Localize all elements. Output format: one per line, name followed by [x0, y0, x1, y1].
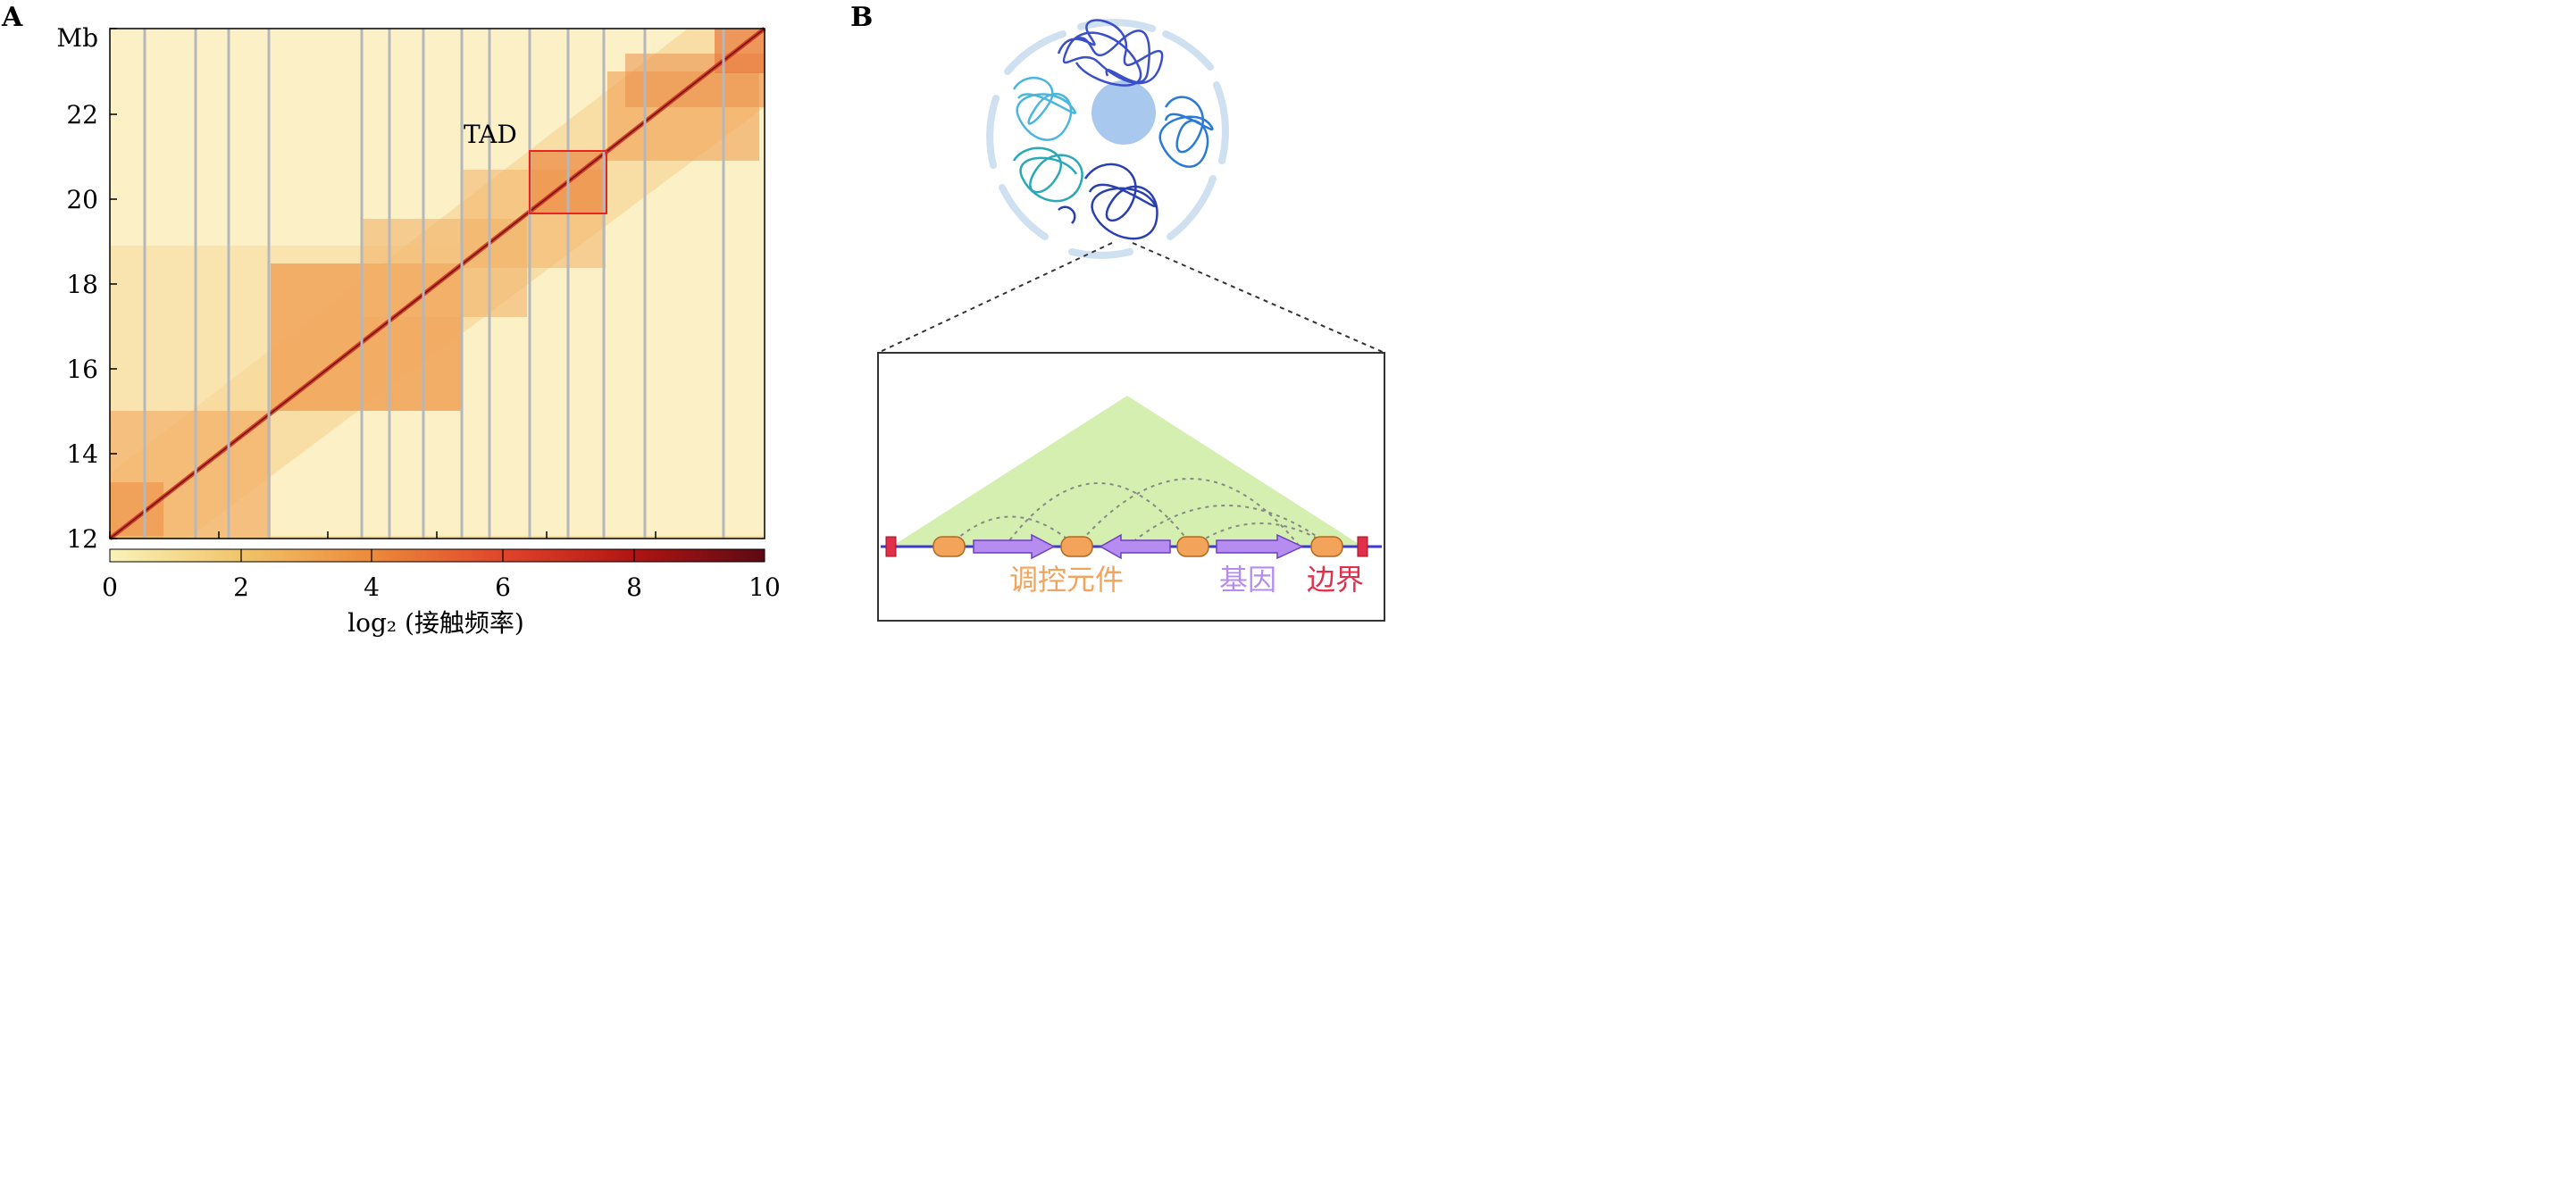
y-tick-label: 18 [66, 270, 98, 299]
colorbar: 0 2 4 6 8 10 log₂ (接触频率) [102, 548, 781, 638]
boundary-marker-left [885, 536, 897, 557]
figure-canvas: Mb 12 14 16 18 20 22 TAD 0 2 4 6 8 10 lo… [56, 19, 1385, 638]
gene-position-lines [143, 29, 725, 539]
zoom-lines [877, 242, 1385, 354]
nuclear-envelope [986, 19, 1229, 259]
colorbar-tick-label: 0 [102, 572, 118, 602]
y-tick-label: 14 [66, 439, 98, 469]
tad-label: TAD [464, 120, 517, 149]
y-tick-label: 22 [66, 100, 98, 129]
panel-a-letter: A [2, 2, 23, 33]
chromosome-territory-left-top [1012, 76, 1076, 141]
y-axis-ticks [110, 28, 117, 539]
legend-boundary-label: 边界 [1307, 563, 1364, 597]
nucleus-diagram: 调控元件 基因 边界 [877, 19, 1385, 622]
y-tick-label: 12 [66, 524, 98, 554]
colorbar-tick-label: 10 [749, 572, 781, 602]
y-tick-label: 16 [66, 355, 98, 384]
tad-triangle [891, 396, 1363, 547]
colorbar-ticks [240, 549, 635, 562]
y-axis-unit: Mb [56, 23, 98, 53]
chromosome-territory-right [1158, 96, 1214, 168]
legend-gene-label: 基因 [1219, 563, 1276, 597]
hic-heatmap: Mb 12 14 16 18 20 22 TAD [56, 23, 766, 554]
chromosome-territory-bottom [1058, 163, 1158, 240]
colorbar-tick-label: 6 [495, 572, 511, 602]
tad-highlight-box [529, 150, 607, 214]
chromosome-territory-left-bottom [1012, 146, 1083, 203]
colorbar-tick-label: 4 [364, 572, 380, 602]
interaction-arcs [948, 478, 1332, 547]
colorbar-bar [109, 548, 765, 563]
boundary-marker-right [1357, 536, 1368, 557]
panel-b-letter: B [850, 2, 874, 33]
gene-arrows [973, 533, 1304, 560]
legend-regulatory-label: 调控元件 [1009, 563, 1124, 597]
x-axis-ticks [109, 531, 657, 539]
chromosome-territory-top [1057, 19, 1164, 87]
y-tick-label: 20 [66, 185, 98, 214]
colorbar-tick-label: 2 [233, 572, 249, 602]
regulatory-elements [933, 536, 1343, 557]
nucleolus [1091, 80, 1156, 145]
colorbar-tick-label: 8 [626, 572, 642, 602]
colorbar-label: log₂ (接触频率) [347, 608, 524, 638]
